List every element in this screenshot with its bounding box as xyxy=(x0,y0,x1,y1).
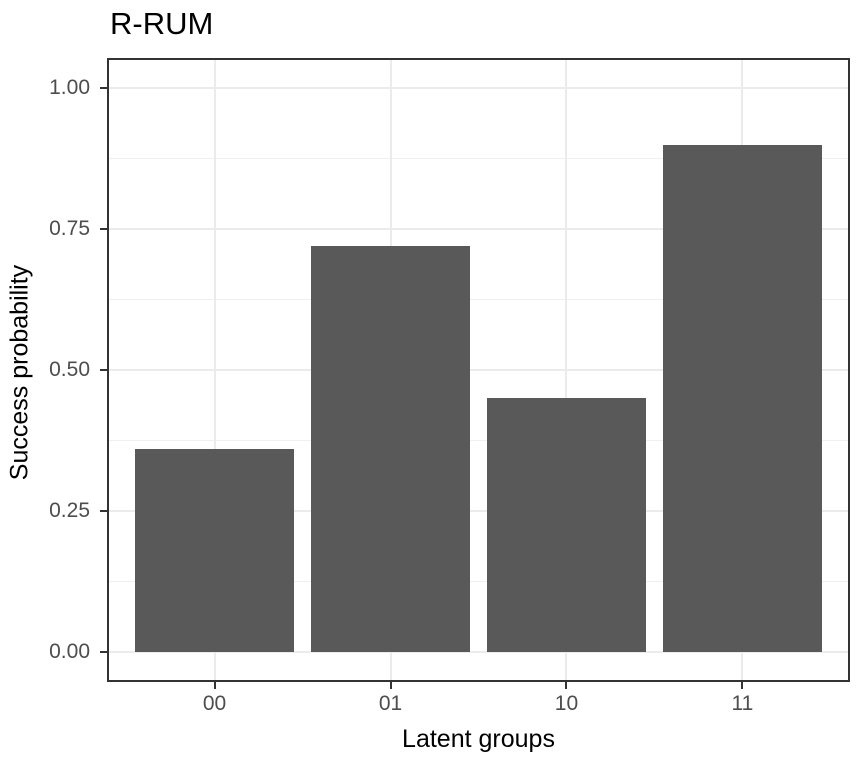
x-tick-mark xyxy=(741,680,744,689)
gridline-vertical-major xyxy=(213,60,216,680)
gridline-horizontal-major xyxy=(109,509,848,512)
y-tick-label: 1.00 xyxy=(49,76,90,100)
gridline-horizontal-minor xyxy=(109,299,848,301)
x-axis-title: Latent groups xyxy=(402,725,555,753)
bar xyxy=(135,448,294,652)
x-tick-mark xyxy=(565,680,568,689)
gridline-horizontal-major xyxy=(109,87,848,90)
y-tick-mark xyxy=(100,87,109,90)
gridline-horizontal-major xyxy=(109,228,848,231)
bar xyxy=(487,398,646,652)
y-tick-label: 0.00 xyxy=(49,639,90,663)
x-tick-mark xyxy=(389,680,392,689)
y-tick-mark xyxy=(100,228,109,231)
x-tick-label: 00 xyxy=(202,692,227,715)
x-tick-label: 01 xyxy=(378,692,403,715)
x-tick-mark xyxy=(213,680,216,689)
y-tick-mark xyxy=(100,650,109,653)
gridline-vertical-major xyxy=(565,60,568,680)
bar xyxy=(663,144,822,652)
gridline-horizontal-minor xyxy=(109,580,848,582)
y-tick-label: 0.75 xyxy=(49,217,90,241)
gridline-horizontal-major xyxy=(109,650,848,653)
y-tick-label: 0.25 xyxy=(49,498,90,522)
gridline-horizontal-major xyxy=(109,369,848,371)
plot-panel xyxy=(109,60,848,680)
gridline-horizontal-minor xyxy=(109,439,848,441)
gridline-horizontal-minor xyxy=(109,158,848,160)
x-tick-label: 10 xyxy=(554,692,579,715)
x-tick-label: 11 xyxy=(731,692,754,715)
y-tick-mark xyxy=(100,369,109,371)
y-tick-mark xyxy=(100,509,109,512)
y-tick-label: 0.50 xyxy=(49,358,90,381)
bar xyxy=(311,246,470,652)
plot-title: R-RUM xyxy=(110,6,214,41)
